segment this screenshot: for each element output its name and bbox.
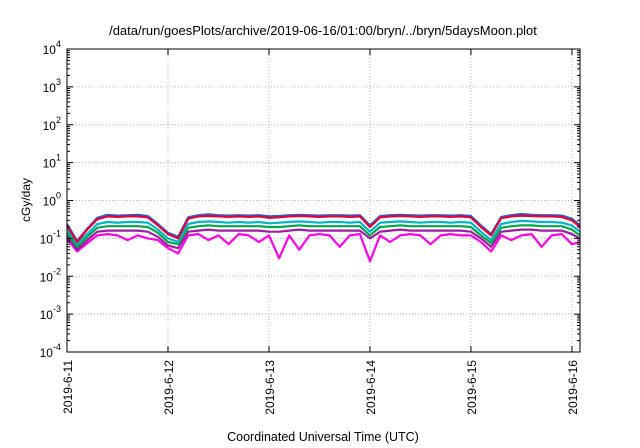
- ticks: 10-4 10-3 10-2 10-1 100 101 102 103 104 2019-6-11…: [40, 39, 580, 415]
- y-tick-label: 10-3: [40, 304, 61, 322]
- grid: [67, 49, 580, 352]
- x-tick-label: 2019-6-14: [364, 360, 378, 415]
- y-tick-label: 101: [43, 153, 61, 171]
- chart-title: /data/run/goesPlots/archive/2019-06-16/0…: [109, 23, 537, 38]
- y-tick-label: 102: [43, 115, 61, 133]
- x-axis-label: Coordinated Universal Time (UTC): [227, 430, 419, 444]
- x-tick-label: 2019-6-11: [61, 360, 75, 414]
- y-tick-label: 10-1: [40, 228, 61, 246]
- series-line: [66, 233, 581, 263]
- x-tick-label: 2019-6-12: [162, 360, 176, 415]
- x-tick-label: 2019-6-16: [566, 360, 580, 415]
- y-tick-label: 10-4: [40, 342, 61, 360]
- y-tick-label: 104: [43, 39, 61, 57]
- series-line: [66, 228, 581, 251]
- x-tick-label: 2019-6-15: [465, 360, 479, 415]
- series-line: [66, 224, 581, 248]
- plot-frame: [66, 48, 581, 353]
- x-tick-label: 2019-6-13: [263, 360, 277, 415]
- y-axis-label: cGy/day: [19, 178, 33, 222]
- series-line: [66, 214, 581, 244]
- y-tick-label: 100: [43, 191, 61, 209]
- series-line: [66, 219, 581, 246]
- series-group: [66, 212, 581, 263]
- y-tick-label: 103: [43, 77, 61, 95]
- y-tick-label: 10-2: [40, 266, 61, 284]
